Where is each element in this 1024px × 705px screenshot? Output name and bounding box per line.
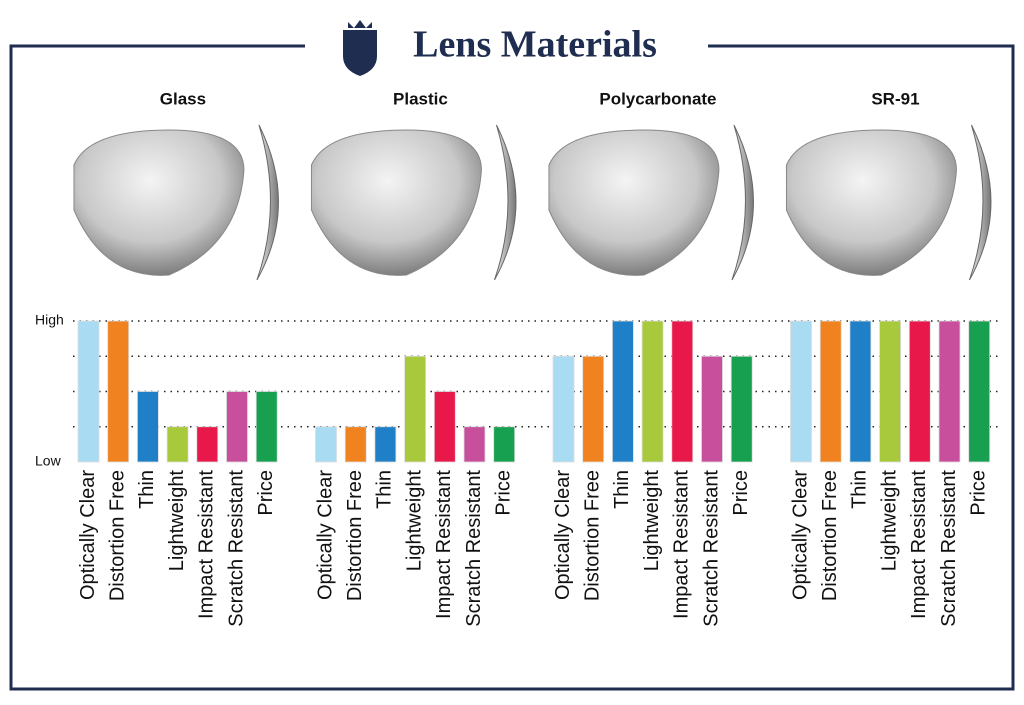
bar — [107, 320, 130, 463]
bar — [344, 426, 367, 463]
bar — [463, 426, 486, 463]
y-tick-label: Low — [35, 453, 62, 469]
lens-side — [256, 124, 279, 281]
bar — [879, 320, 901, 463]
bar — [77, 320, 100, 463]
x-tick-label: Optically Clear — [77, 470, 99, 600]
x-tick-label: Price — [255, 470, 277, 516]
lens-side — [493, 124, 517, 281]
bar — [819, 320, 842, 463]
x-tick-label: Thin — [849, 470, 871, 509]
bar — [315, 426, 337, 463]
bar — [612, 320, 634, 463]
x-tick-label: Scratch Resistant — [700, 470, 722, 627]
x-tick-label: Price — [730, 470, 752, 516]
lens-side — [968, 124, 992, 281]
bar — [255, 391, 278, 463]
bar — [730, 355, 753, 463]
x-tick-label: Scratch Resistant — [225, 470, 247, 627]
x-tick-label: Lightweight — [641, 470, 663, 572]
x-tick-label: Impact Resistant — [196, 470, 218, 619]
lens-front — [785, 129, 957, 276]
x-tick-label: Optically Clear — [552, 470, 574, 600]
x-tick-label: Impact Resistant — [671, 470, 693, 619]
bar — [938, 320, 961, 463]
x-tick-label: Scratch Resistant — [463, 470, 485, 627]
x-tick-label: Impact Resistant — [908, 470, 930, 619]
x-tick-label: Thin — [374, 470, 396, 509]
bar — [701, 355, 723, 463]
x-tick-label: Scratch Resistant — [938, 470, 960, 627]
x-tick-label: Distortion Free — [819, 470, 841, 601]
group-title: Glass — [160, 89, 206, 108]
x-tick-label: Optically Clear — [314, 470, 336, 600]
x-tick-label: Lightweight — [403, 470, 425, 572]
x-tick-label: Thin — [136, 470, 158, 509]
bar — [493, 426, 516, 463]
x-tick-label: Distortion Free — [581, 470, 603, 601]
logo — [343, 20, 377, 76]
plot: Low High Glass Optically Clear Distortion Fr… — [35, 89, 999, 627]
bar — [582, 355, 605, 463]
bar — [404, 355, 427, 463]
group-title: SR-91 — [871, 89, 919, 108]
chart-title: Lens Materials — [413, 24, 657, 66]
bar — [136, 391, 159, 463]
x-tick-label: Thin — [611, 470, 633, 509]
y-tick-label: High — [35, 312, 64, 328]
x-tick-label: Lightweight — [166, 470, 188, 572]
bar — [226, 391, 248, 463]
lens-illustrations — [73, 124, 992, 281]
bar — [374, 426, 397, 463]
lens-front — [548, 129, 720, 276]
bar — [908, 320, 931, 463]
group-title: Polycarbonate — [599, 89, 716, 108]
bar — [671, 320, 694, 463]
x-tick-label: Price — [967, 470, 989, 516]
bar — [641, 320, 664, 463]
lens-side — [731, 124, 754, 281]
frame — [9, 44, 1015, 691]
x-tick-label: Impact Resistant — [433, 470, 455, 619]
x-tick-label: Optically Clear — [789, 470, 811, 600]
x-tick-label: Distortion Free — [344, 470, 366, 601]
x-tick-label: Distortion Free — [106, 470, 128, 601]
lens-front — [73, 129, 245, 276]
bar — [968, 320, 991, 463]
lens-front — [310, 129, 482, 276]
group-title: Plastic — [393, 89, 448, 108]
bar — [433, 391, 456, 463]
bar — [849, 320, 872, 463]
x-tick-label: Price — [492, 470, 514, 516]
bar — [196, 426, 219, 463]
bar — [166, 426, 189, 463]
bar — [790, 320, 812, 463]
bar — [552, 355, 575, 463]
x-tick-label: Lightweight — [878, 470, 900, 572]
